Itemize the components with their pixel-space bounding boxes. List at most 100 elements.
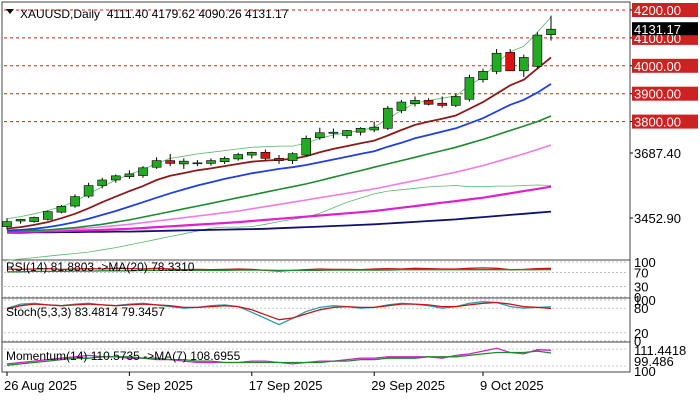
candle-24 — [328, 128, 339, 139]
candle-31 — [423, 98, 434, 106]
candle-body-36 — [491, 52, 502, 72]
candle-body-23 — [314, 132, 325, 139]
momentum-label: Momentum(14) 110.5735 ->MA(7) 108.6955 — [6, 349, 241, 363]
price-label-bg-2 — [632, 58, 698, 73]
candle-21 — [287, 152, 298, 164]
candle-body-29 — [396, 101, 407, 111]
candle-39 — [532, 32, 543, 69]
rsi-axis-label-3: 0 — [634, 290, 641, 305]
candle-7 — [97, 177, 107, 189]
candle-body-3 — [42, 211, 53, 220]
candle-22 — [301, 135, 312, 157]
candle-30 — [410, 96, 420, 107]
symbol-label: XAUUSD,Daily 4111.40 4179.62 4090.26 413… — [20, 7, 289, 21]
momentum-series-1 — [6, 350, 552, 366]
rsi-series-0 — [6, 267, 552, 272]
price-label-6: 3452.90 — [634, 211, 681, 226]
candle-13 — [179, 158, 189, 169]
candle-4 — [56, 204, 67, 214]
candle-body-21 — [287, 153, 298, 161]
candle-1 — [15, 218, 26, 224]
candle-body-37 — [505, 52, 516, 72]
candle-37 — [505, 49, 516, 72]
candle-body-25 — [342, 130, 352, 136]
candle-body-8 — [111, 175, 121, 181]
collapse-triangle-icon[interactable] — [6, 9, 14, 14]
rsi-series-1 — [7, 268, 552, 273]
candle-35 — [478, 68, 488, 83]
price-label-bg-3 — [632, 86, 698, 101]
candle-body-34 — [464, 77, 475, 100]
price-label-bg-4 — [632, 114, 698, 129]
candle-body-0 — [2, 221, 12, 227]
momentum-axis-label-2: 100 — [634, 364, 656, 379]
rsi-axis-label-0: 100 — [634, 255, 656, 270]
candle-19 — [260, 149, 271, 161]
momentum-axis-label-0: 111.4418 — [634, 343, 686, 358]
stoch-axis-label-2: 20 — [634, 326, 648, 341]
ma-blue-line — [6, 83, 552, 232]
date-label-2: 17 Sep 2025 — [249, 378, 323, 393]
candle-15 — [206, 158, 216, 166]
candle-body-26 — [355, 127, 366, 133]
candle-29 — [396, 99, 407, 114]
price-label-5: 3687.40 — [634, 146, 681, 161]
ma-green-line — [6, 115, 552, 233]
candle-body-6 — [83, 185, 94, 197]
candle-body-2 — [29, 217, 40, 222]
price-label-0: 4200.00 — [634, 3, 681, 18]
stoch-axis-label-1: 80 — [634, 301, 648, 316]
momentum-axis-label-1: 99.486 — [634, 354, 674, 369]
candle-body-4 — [56, 206, 67, 213]
candle-body-38 — [518, 57, 529, 72]
candle-28 — [382, 105, 393, 130]
candle-38 — [518, 54, 529, 77]
date-label-3: 29 Sep 2025 — [371, 378, 445, 393]
candle-2 — [29, 216, 40, 223]
candle-11 — [151, 157, 162, 169]
candle-body-13 — [179, 160, 189, 165]
candle-32 — [437, 96, 448, 108]
candle-34 — [464, 74, 475, 102]
candle-18 — [247, 151, 257, 159]
momentum-panel-frame — [1, 341, 631, 373]
rsi-axis-label-2: 30 — [634, 280, 648, 295]
candle-body-11 — [151, 160, 162, 168]
candle-16 — [219, 156, 230, 164]
candle-12 — [165, 153, 175, 167]
candle-8 — [111, 174, 121, 183]
candle-14 — [192, 160, 203, 167]
candle-body-30 — [410, 100, 420, 105]
candle-body-28 — [382, 107, 393, 129]
candle-17 — [233, 152, 243, 161]
candle-body-14 — [192, 162, 203, 165]
candle-body-10 — [138, 167, 148, 176]
candle-33 — [450, 93, 461, 108]
candle-body-16 — [219, 158, 230, 163]
stoch-axis-label-0: 100 — [634, 293, 656, 308]
candle-body-1 — [15, 219, 26, 222]
bb-upper-line — [6, 16, 552, 220]
candle-body-27 — [369, 126, 380, 131]
candle-body-22 — [301, 138, 312, 156]
candle-0 — [2, 218, 12, 230]
price-label-3: 3900.00 — [634, 87, 681, 102]
date-axis-labels: 26 Aug 2025 5 Sep 2025 17 Sep 2025 29 Sep 2… — [4, 372, 544, 393]
ma-magenta-line — [6, 185, 552, 234]
last-price-badge — [632, 22, 698, 36]
stoch-axis-label-3: 0 — [634, 334, 641, 349]
candle-body-32 — [437, 102, 448, 106]
candle-body-5 — [70, 196, 80, 207]
candle-body-31 — [423, 100, 434, 105]
candle-body-39 — [532, 34, 543, 67]
last-price-text: 4131.17 — [634, 22, 681, 37]
price-label-2: 4000.00 — [634, 59, 681, 74]
indicator-panels: RSI(14) 81.8803 ->MA(20) 78.3310 10070300… — [4, 255, 686, 379]
price-label-4: 3800.00 — [634, 115, 681, 130]
candle-body-19 — [260, 151, 271, 159]
rsi-axis-label-1: 70 — [634, 266, 648, 281]
bollinger-bands — [6, 16, 552, 261]
candle-body-33 — [450, 96, 461, 106]
